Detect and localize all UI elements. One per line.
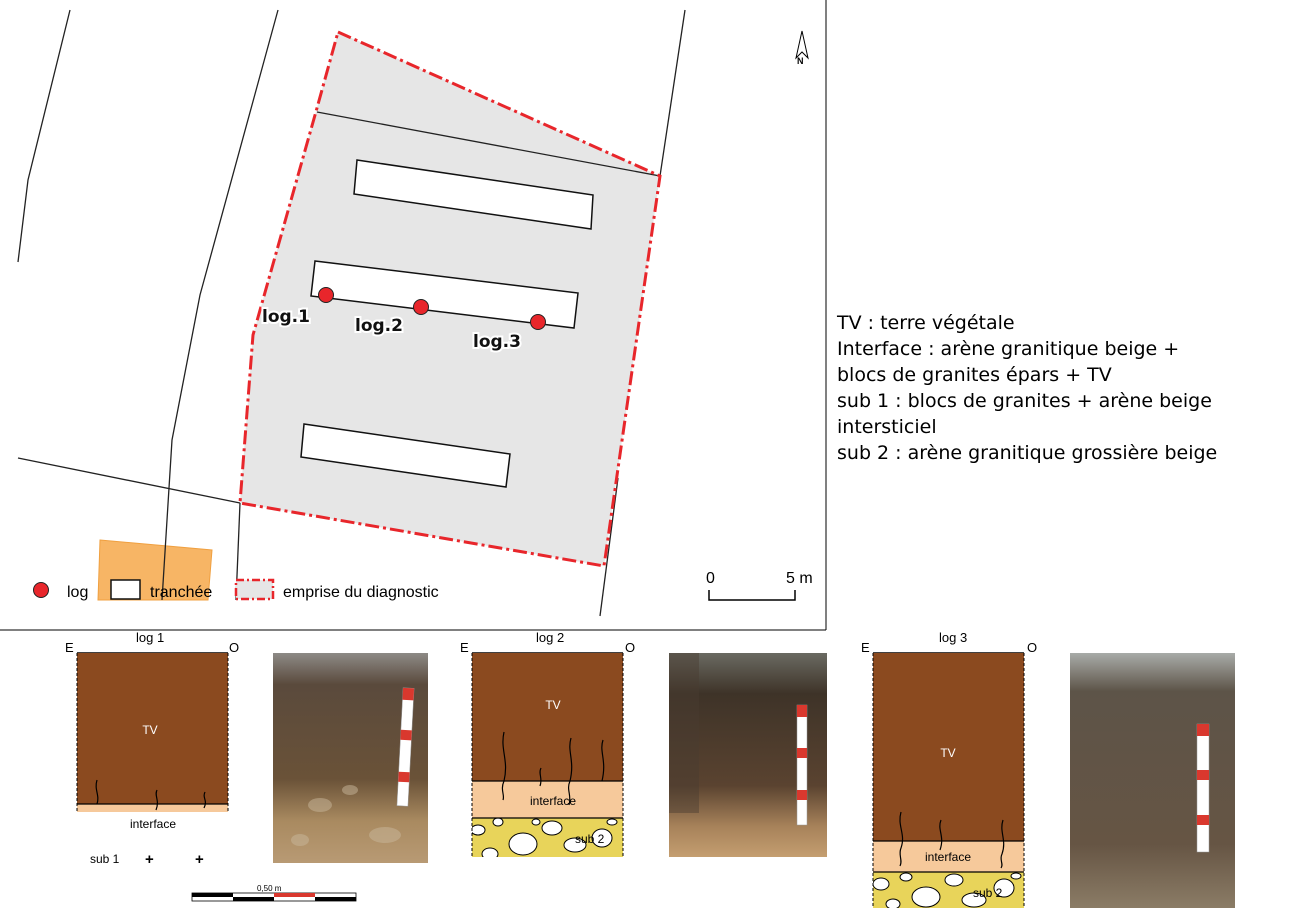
section-2-east: E	[460, 640, 469, 655]
map-legend: log tranchée emprise du diagnostic	[33, 578, 439, 601]
diagnostic-extent-outline	[238, 29, 662, 568]
section-3-tv-label: TV	[940, 746, 955, 760]
legend-extent-symbol	[234, 578, 275, 601]
parcel-line	[17, 457, 241, 504]
legend-log-label: log	[67, 584, 88, 601]
section-2-west: O	[625, 640, 635, 655]
layer-tv	[873, 653, 1024, 841]
section-1-east: E	[65, 640, 74, 655]
description-line: Interface : arène granitique beige +	[837, 338, 1180, 360]
section-scale-bar: 0,50 m	[191, 884, 357, 902]
section-log-3: E log 3 O TV	[861, 630, 1037, 908]
trench	[353, 159, 594, 230]
photo-scale-rod	[396, 687, 415, 807]
section-photo-1	[273, 653, 428, 863]
parcel-line	[316, 111, 661, 177]
log-point	[318, 287, 334, 303]
description-line: sub 2 : arène granitique grossière beige	[837, 442, 1218, 464]
section-2-sub-label: sub 2	[575, 832, 605, 846]
layer-tv	[472, 653, 623, 781]
description-line: intersticiel	[837, 416, 937, 438]
svg-text:+: +	[195, 851, 204, 868]
layer-interface	[472, 781, 623, 818]
section-2-title: log 2	[536, 630, 564, 645]
map-scale-end: 5 m	[786, 570, 813, 587]
section-1-west: O	[229, 640, 239, 655]
section-photo-3	[1070, 653, 1235, 908]
svg-text:+: +	[145, 851, 154, 868]
map-scale-zero: 0	[706, 570, 715, 587]
log-points	[318, 287, 546, 330]
section-scale-label: 0,50 m	[257, 884, 282, 893]
parcel-line	[17, 9, 71, 263]
north-arrow-icon: N	[795, 30, 809, 66]
section-3-title: log 3	[939, 630, 967, 645]
section-log-1: E log 1 O TV interface sub 1 + +	[65, 630, 239, 868]
legend-trench-symbol	[110, 579, 141, 600]
trenches	[300, 159, 594, 488]
description-line: sub 1 : blocs de granites + arène beige	[837, 390, 1212, 412]
layer-descriptions: TV : terre végétale Interface : arène gr…	[837, 310, 1277, 466]
trench	[310, 260, 579, 329]
log-label-3: log.3	[473, 332, 521, 352]
section-1-tv-label: TV	[142, 723, 157, 737]
section-3-east: E	[861, 640, 870, 655]
legend-log-symbol	[33, 582, 49, 598]
section-1-interface-label: interface	[130, 817, 176, 831]
section-1-sub-label: sub 1	[90, 852, 120, 866]
log-point	[413, 299, 429, 315]
legend-extent-label: emprise du diagnostic	[283, 584, 439, 601]
parcel-line	[161, 9, 279, 601]
log-point	[530, 314, 546, 330]
parcel-line	[659, 9, 686, 177]
map-scale-bar: 0 5 m	[706, 570, 813, 601]
site-map: log.1 log.2 log.3 N log tranchée emprise…	[0, 0, 827, 631]
layer-tv	[77, 653, 228, 804]
section-photo-2	[669, 653, 827, 857]
description-line: TV : terre végétale	[837, 312, 1015, 334]
log-label-2: log.2	[355, 316, 403, 336]
photo-scale-rod	[1196, 723, 1210, 853]
section-3-interface-label: interface	[925, 850, 971, 864]
layer-interface	[873, 841, 1024, 872]
north-label: N	[797, 56, 804, 66]
log-label-1: log.1	[262, 307, 310, 327]
section-3-sub-label: sub 2	[973, 886, 1003, 900]
photo-scale-rod	[796, 704, 808, 826]
section-2-tv-label: TV	[545, 698, 560, 712]
section-2-interface-label: interface	[530, 794, 576, 808]
section-log-2: E log 2 O	[460, 630, 635, 857]
section-1-title: log 1	[136, 630, 164, 645]
description-line: blocs de granites épars + TV	[837, 364, 1112, 386]
layer-interface	[77, 804, 228, 812]
legend-trench-label: tranchée	[150, 584, 212, 601]
parcel-line	[599, 477, 619, 617]
trench	[300, 423, 511, 488]
section-3-west: O	[1027, 640, 1037, 655]
